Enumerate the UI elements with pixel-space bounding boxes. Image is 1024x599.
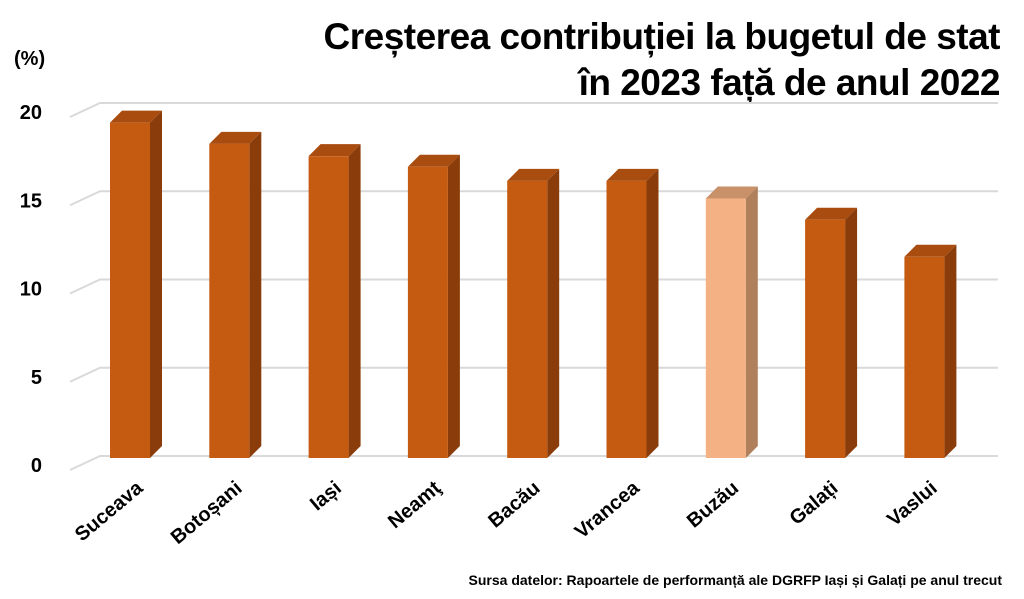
bar-side [745,186,758,459]
y-tick-label: 10 [20,279,42,301]
bar-side [845,207,858,458]
bar [407,154,460,458]
gridline [69,190,998,207]
bar-top [705,186,758,199]
bar-side [646,168,659,458]
bar-top [110,110,162,123]
bar [904,244,957,458]
bar-front [507,180,548,458]
bar-front [407,166,448,458]
x-tick-label: Suceava [71,476,148,546]
bar [507,168,560,458]
gridline [69,366,998,383]
gridline [69,102,998,118]
bar [209,131,262,458]
bar-front [805,219,846,458]
gridline [69,278,998,295]
bar-top [904,244,957,257]
y-tick-label: 0 [31,455,42,477]
bar-front [209,143,250,458]
bar-top [209,131,262,144]
bar-front [110,122,150,459]
x-tick-label: Vrancea [571,476,645,543]
gridline [69,455,998,471]
chart-title-line-1: Creșterea contribuției la bugetul de sta… [323,16,1001,57]
bar-front [705,198,746,459]
bar-front [904,256,945,458]
bar-front [606,180,647,458]
x-tick-label: Botoșani [167,477,247,549]
y-tick-label: 20 [20,102,42,124]
chart-title-line-2: în 2023 față de anul 2022 [578,62,1001,103]
bar-top [407,154,460,167]
x-tick-label: Buzău [683,477,743,532]
bar-top [308,144,361,157]
bar [705,186,758,459]
bar [308,144,361,458]
bar [110,110,162,459]
bar-side [150,110,162,459]
bar-side [249,131,262,458]
bar-side [547,168,560,458]
x-tick-label: Iași [306,477,346,515]
x-tick-label: Vaslui [883,477,941,531]
bar-top [805,207,858,220]
x-tick-label: Galați [786,477,843,530]
source-note: Sursa datelor: Rapoartele de performanță… [468,572,1002,588]
bar-side [447,154,460,458]
bar-top [507,168,560,181]
bar-side [348,144,361,458]
y-axis-unit-label: (%) [14,48,46,70]
bar-top [606,168,659,181]
y-tick-label: 5 [31,367,42,389]
y-tick-label: 15 [20,190,42,212]
x-tick-label: Neamţ [384,477,445,533]
bar-front [308,156,349,458]
bar-side [944,244,957,458]
bar [805,207,858,458]
x-tick-label: Bacău [484,477,544,532]
bar [606,168,659,458]
